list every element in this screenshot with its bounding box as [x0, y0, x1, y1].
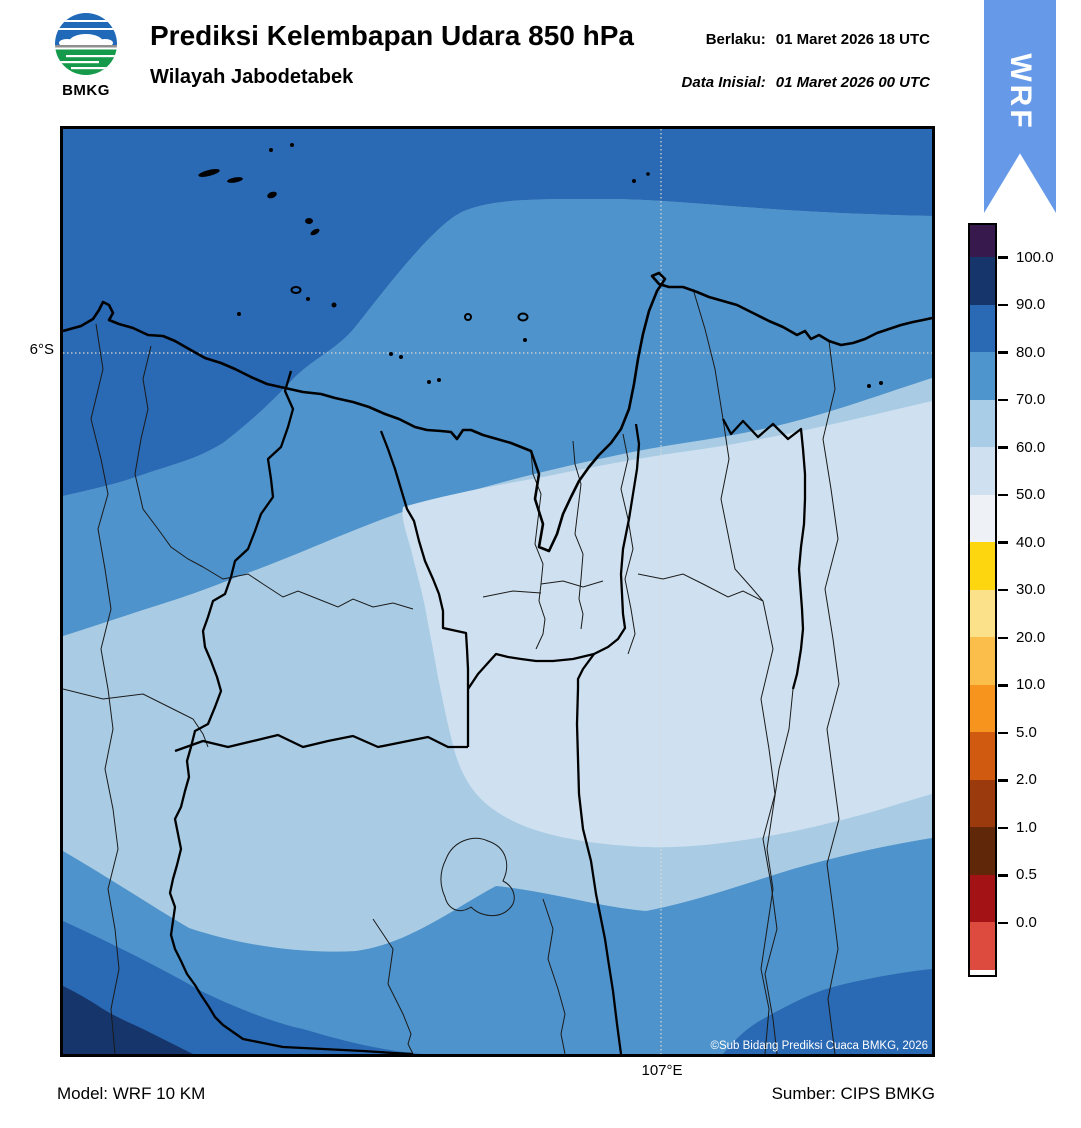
- colorbar-legend: 100.0 90.0 80.0 70.0 60.0 50.0 40.0 30.0 20.0 10.…: [968, 223, 1080, 981]
- colorbar-tick-label: 100.0: [1016, 248, 1054, 266]
- islands: [198, 143, 883, 388]
- colorbar-tick-label: 0.0: [1016, 913, 1037, 931]
- band-rh-80-90-bottom-right: [723, 969, 932, 1054]
- colorbar-segment: [970, 304, 995, 353]
- colorbar-tick-label: 2.0: [1016, 771, 1037, 789]
- reservoir-outline: [440, 837, 515, 916]
- colorbar-tick: [998, 874, 1008, 877]
- colorbar-segment: [970, 637, 995, 685]
- longitude-tick-label: 107°E: [641, 1062, 683, 1079]
- bmkg-logo-icon: [55, 13, 117, 75]
- colorbar-tick: [998, 731, 1008, 735]
- bmkg-logo: BMKG: [53, 12, 119, 99]
- colorbar-tick: [998, 588, 1008, 592]
- colorbar-tick: [998, 636, 1008, 640]
- band-rh-70-80-bottom: [63, 838, 932, 1054]
- initial-time-value: 01 Maret 2026 00 UTC: [775, 74, 930, 91]
- band-rh-90-100-corner: [63, 986, 193, 1054]
- coastline: [63, 271, 932, 553]
- colorbar-segment: [970, 494, 995, 543]
- valid-time-line: Berlaku: 01 Maret 2026 18 UTC: [706, 31, 930, 48]
- valid-time-value: 01 Maret 2026 18 UTC: [775, 31, 930, 48]
- colorbar-tick: [998, 921, 1008, 925]
- colorbar-tick-label: 0.5: [1016, 866, 1037, 884]
- colorbar-segment: [970, 732, 995, 780]
- source-info: Sumber: CIPS BMKG: [771, 1084, 935, 1103]
- colorbar-tick: [998, 826, 1008, 830]
- copyright-note: ©Sub Bidang Prediksi Cuaca BMKG, 2026: [710, 1040, 928, 1052]
- graticule: [63, 129, 932, 1054]
- colorbar-tick-label: 50.0: [1016, 486, 1046, 504]
- map-canvas: ©Sub Bidang Prediksi Cuaca BMKG, 2026: [60, 126, 935, 1057]
- colorbar-tick-label: 60.0: [1016, 438, 1046, 456]
- colorbar-segment: [970, 225, 995, 257]
- colorbar-tick: [998, 684, 1008, 687]
- colorbar-tick: [998, 541, 1008, 544]
- page-title: Prediksi Kelembapan Udara 850 hPa: [150, 20, 634, 51]
- colorbar-segment: [970, 827, 995, 875]
- colorbar-segment: [970, 589, 995, 638]
- colorbar-gradient: [968, 223, 997, 977]
- colorbar-segment: [970, 399, 995, 448]
- initial-time-line: Data Inisial: 01 Maret 2026 00 UTC: [682, 74, 930, 91]
- colorbar-tick-label: 20.0: [1016, 628, 1046, 646]
- colorbar-tick: [998, 303, 1008, 307]
- colorbar-tick-label: 80.0: [1016, 343, 1046, 361]
- colorbar-tick-label: 40.0: [1016, 533, 1046, 551]
- colorbar-tick: [998, 398, 1008, 402]
- colorbar-tick-label: 1.0: [1016, 818, 1037, 836]
- regency-boundaries: [63, 288, 840, 1054]
- wrf-model-ribbon: WRF: [984, 0, 1056, 213]
- model-info: Model: WRF 10 KM: [57, 1084, 206, 1103]
- colorbar-segment: [970, 874, 995, 923]
- colorbar-tick: [998, 779, 1008, 782]
- colorbar-tick-label: 30.0: [1016, 581, 1046, 599]
- colorbar-tick: [998, 256, 1008, 259]
- colorbar-segment: [970, 922, 995, 970]
- latitude-tick-label: 6°S: [29, 341, 54, 358]
- contour-bands: [63, 129, 932, 1054]
- bmkg-logo-label: BMKG: [62, 82, 110, 99]
- page-subtitle: Wilayah Jabodetabek: [150, 66, 354, 88]
- humidity-contour-map: [63, 129, 932, 1054]
- colorbar-tick: [998, 446, 1008, 449]
- colorbar-tick-label: 70.0: [1016, 391, 1046, 409]
- colorbar-tick: [998, 351, 1008, 354]
- province-boundaries: [168, 370, 807, 1054]
- colorbar-segment: [970, 352, 995, 400]
- wrf-ribbon-label: WRF: [1004, 53, 1037, 131]
- colorbar-segment: [970, 257, 995, 305]
- band-rh-70-80-top: [63, 199, 932, 636]
- colorbar-segment: [970, 779, 995, 828]
- colorbar-segment: [970, 542, 995, 590]
- band-rh-50-60: [402, 401, 932, 848]
- valid-time-label: Berlaku:: [705, 31, 766, 48]
- colorbar-tick-label: 10.0: [1016, 676, 1046, 694]
- colorbar-segment: [970, 447, 995, 495]
- colorbar-tick-label: 5.0: [1016, 723, 1037, 741]
- initial-time-label: Data Inisial:: [681, 74, 766, 91]
- colorbar-tick-label: 90.0: [1016, 296, 1046, 314]
- colorbar-tick: [998, 493, 1008, 497]
- band-rh-80-90-bottom-left: [63, 921, 423, 1054]
- band-rh-80-90-top: [63, 129, 932, 496]
- colorbar-segment: [970, 684, 995, 733]
